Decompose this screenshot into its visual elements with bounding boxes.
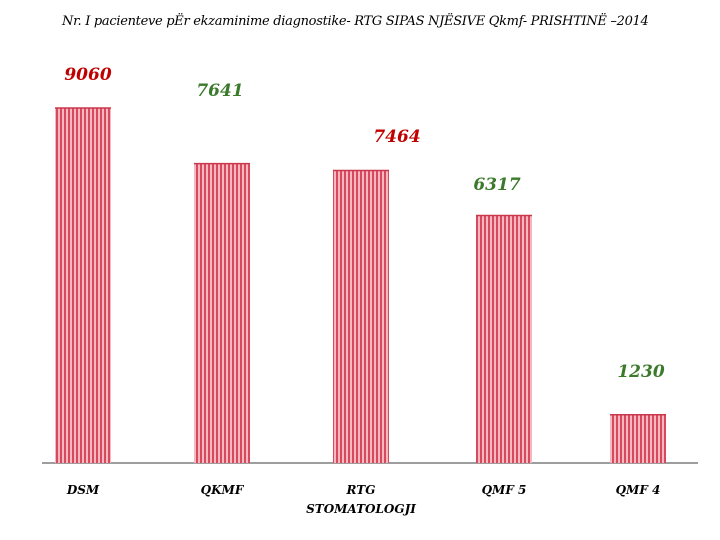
value-label-2: 7641	[196, 81, 243, 101]
bar-1	[55, 107, 111, 463]
bar-fill	[610, 414, 666, 463]
category-label-4: QMF 5	[482, 483, 527, 497]
bar-3	[333, 169, 389, 463]
bar-fill	[55, 108, 111, 463]
category-label-1: DSM	[66, 483, 100, 497]
chart-title: Nr. I pacienteve pËr ekzaminime diagnost…	[62, 14, 649, 29]
bar-fill	[194, 163, 250, 463]
value-label-1: 9060	[64, 65, 111, 85]
bar-fill	[333, 170, 389, 463]
value-label-3: 7464	[373, 127, 420, 147]
bar-5	[610, 414, 666, 463]
value-label-5: 1230	[617, 362, 664, 382]
category-label-3: RTG STOMATOLOGJI	[306, 483, 416, 516]
bar-4	[476, 214, 532, 463]
bar-fill	[476, 215, 532, 463]
value-label-4: 6317	[473, 175, 520, 195]
bar-2	[194, 162, 250, 463]
category-label-2: QKMF	[201, 483, 245, 497]
category-label-5: QMF 4	[616, 483, 661, 497]
